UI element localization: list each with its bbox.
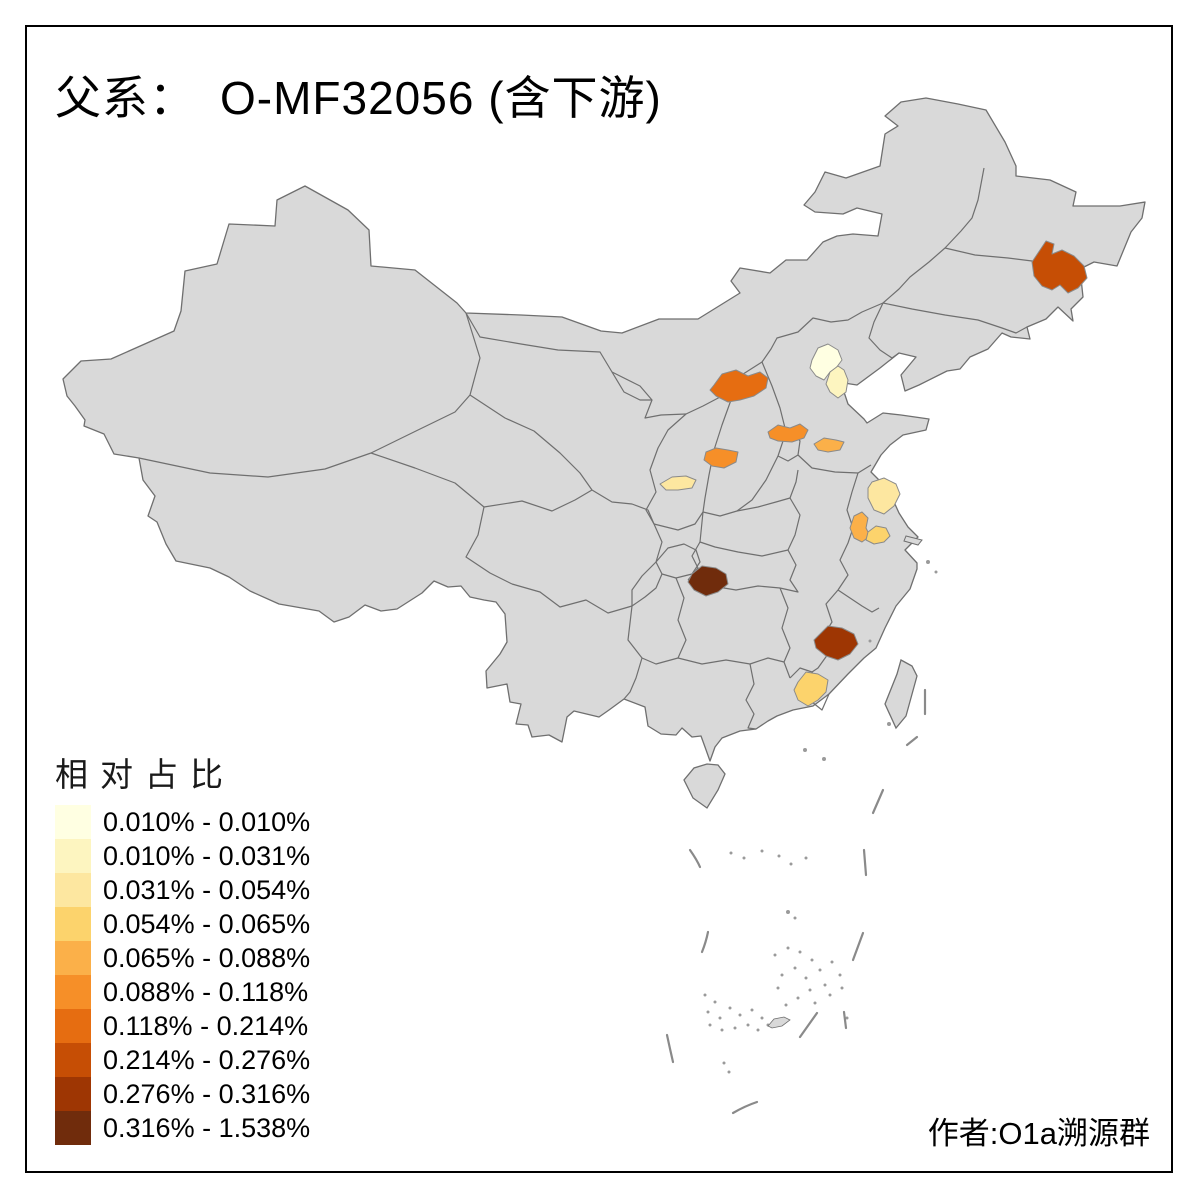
province-borders	[138, 167, 1081, 730]
legend-swatch	[55, 805, 91, 839]
legend-row: 0.031% - 0.054%	[55, 873, 310, 907]
legend-label: 0.010% - 0.010%	[103, 806, 311, 837]
hainan-island	[683, 763, 726, 809]
plot-frame	[25, 25, 1173, 1173]
region-tianjin	[825, 365, 849, 399]
legend-row: 0.118% - 0.214%	[55, 1009, 310, 1043]
region-shanxi-south	[703, 447, 739, 469]
region-guangdong-east	[793, 671, 829, 707]
region-shaanxi-central	[659, 475, 697, 491]
islet-blob	[767, 1016, 791, 1029]
legend-swatch	[55, 839, 91, 873]
legend-swatch	[55, 1111, 91, 1145]
legend-swatch	[55, 907, 91, 941]
legend-swatch	[55, 1077, 91, 1111]
legend-swatch	[55, 1009, 91, 1043]
legend-label: 0.316% - 1.538%	[103, 1112, 311, 1143]
choropleth-regions	[659, 240, 1088, 707]
legend: 相对占比 0.010% - 0.010% 0.010% - 0.031% 0.0…	[55, 748, 310, 1145]
south-china-sea-islands	[703, 560, 938, 1074]
legend-label: 0.010% - 0.031%	[103, 840, 311, 871]
region-jiangsu-north	[867, 477, 901, 515]
legend-label: 0.088% - 0.118%	[103, 976, 309, 1007]
region-fujian-northwest	[813, 625, 859, 661]
region-shandong-west	[813, 437, 845, 453]
mainland-outline	[62, 97, 1146, 762]
legend-row: 0.010% - 0.010%	[55, 805, 310, 839]
legend-label: 0.054% - 0.065%	[103, 908, 311, 939]
legend-row: 0.010% - 0.031%	[55, 839, 310, 873]
page-title: 父系： O-MF32056 (含下游)	[55, 72, 662, 124]
legend-label: 0.031% - 0.054%	[103, 874, 311, 905]
legend-row: 0.054% - 0.065%	[55, 907, 310, 941]
legend-swatch	[55, 975, 91, 1009]
legend-rows: 0.010% - 0.010% 0.010% - 0.031% 0.031% -…	[55, 805, 310, 1145]
legend-swatch	[55, 873, 91, 907]
taiwan-island	[884, 659, 918, 730]
region-northeast-prefecture	[1031, 240, 1088, 294]
legend-label: 0.276% - 0.316%	[103, 1078, 311, 1109]
legend-row: 0.088% - 0.118%	[55, 975, 310, 1009]
legend-row: 0.316% - 1.538%	[55, 1111, 310, 1145]
legend-label: 0.214% - 0.276%	[103, 1044, 311, 1075]
nine-dash-line	[665, 688, 927, 1115]
legend-label: 0.065% - 0.088%	[103, 942, 311, 973]
legend-row: 0.276% - 0.316%	[55, 1077, 310, 1111]
legend-swatch	[55, 1043, 91, 1077]
chongming-island	[903, 535, 923, 546]
legend-row: 0.214% - 0.276%	[55, 1043, 310, 1077]
region-shanxi-north	[709, 369, 769, 403]
legend-label: 0.118% - 0.214%	[103, 1010, 309, 1041]
region-hubei-central	[687, 565, 729, 597]
region-jiangsu-south	[865, 525, 891, 545]
legend-row: 0.065% - 0.088%	[55, 941, 310, 975]
region-shanxi-east	[767, 423, 809, 443]
attribution-text: 作者:O1a溯源群	[927, 1116, 1150, 1151]
legend-title: 相对占比	[55, 756, 235, 793]
legend-swatch	[55, 941, 91, 975]
